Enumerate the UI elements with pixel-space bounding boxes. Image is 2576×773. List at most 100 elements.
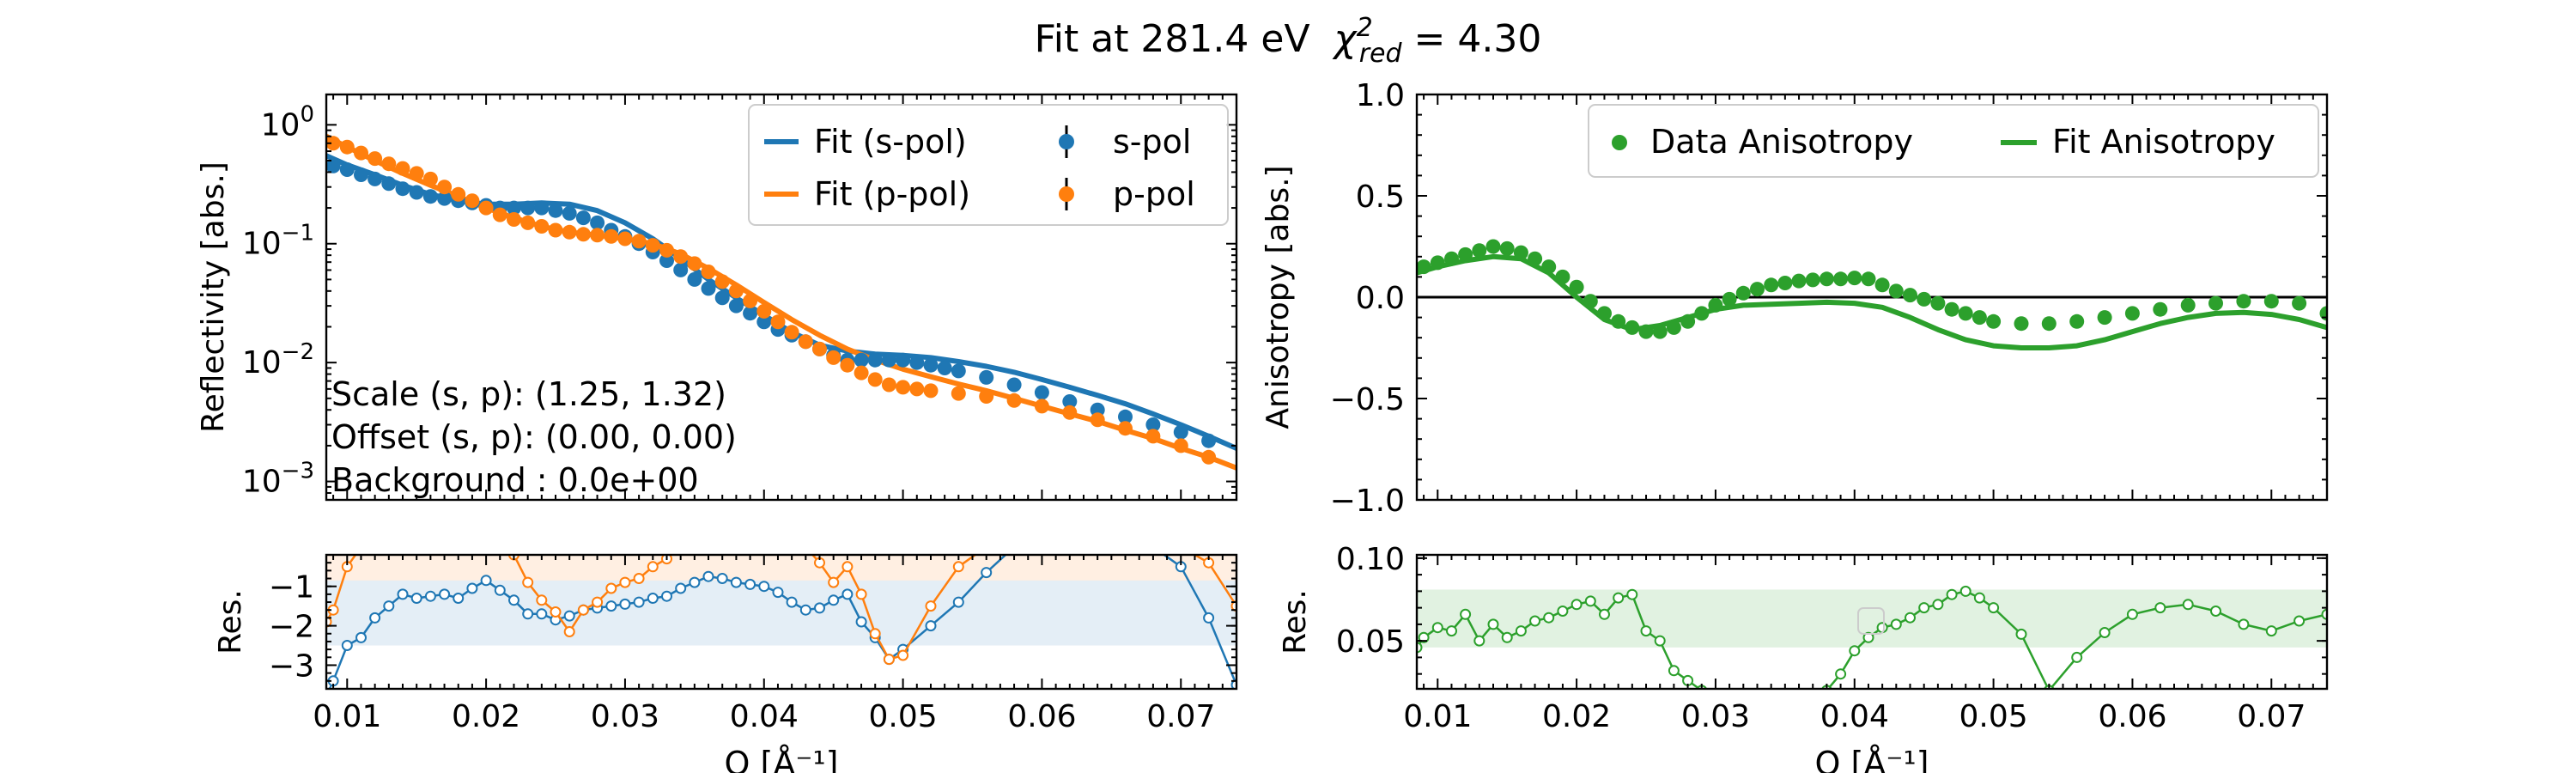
s-pol-residual-point	[1230, 679, 1236, 689]
data-anisotropy-point	[1444, 251, 1459, 266]
s-pol-point	[909, 355, 925, 370]
data-anisotropy-point	[1986, 313, 2002, 329]
p-pol-residual-point	[412, 542, 422, 551]
s-pol-point	[562, 205, 577, 221]
p-pol-residual-point	[482, 542, 491, 551]
p-pol-point	[631, 234, 647, 249]
y-tick-label: −0.5	[1330, 382, 1405, 417]
p-pol-point	[854, 365, 869, 380]
data-anisotropy-point	[1430, 255, 1445, 271]
p-pol-residual-point	[467, 542, 477, 551]
s-pol-point	[1062, 394, 1078, 409]
data-anisotropy-point	[1708, 297, 1723, 313]
p-pol-point	[896, 380, 911, 395]
p-pol-residual-point	[522, 576, 534, 588]
p-pol-point	[368, 151, 383, 167]
y-tick-label: −2	[269, 610, 314, 645]
data-anisotropy-point	[2014, 316, 2029, 332]
p-pol-point	[604, 228, 619, 244]
figure-title-value: = 4.30	[1402, 17, 1542, 61]
p-pol-point	[534, 219, 550, 234]
data-anisotropy-point	[1513, 245, 1528, 260]
y-tick-label: 0.05	[1336, 624, 1405, 660]
anisotropy-residual-point	[1529, 615, 1541, 627]
s-pol-point	[867, 352, 883, 368]
p-pol-point	[798, 334, 813, 350]
s-pol-point	[381, 176, 397, 192]
p-pol-point	[1173, 438, 1188, 453]
anisotropy-residual-point	[1460, 608, 1472, 620]
data-anisotropy-point	[1583, 294, 1598, 309]
x-axis-label: Q [Å⁻¹]	[1815, 745, 1929, 773]
p-pol-residual-point	[952, 561, 964, 573]
reflectivity-residual-plot: −1 −2−3 0.01 0.02 0.03 0.04 0.05 0.06 0.07 Res. Q …	[213, 542, 1238, 773]
anisotropy-residual-point	[2099, 627, 2111, 638]
p-pol-residual-point	[676, 542, 685, 551]
s-pol-residual-point	[494, 584, 506, 596]
data-anisotropy-point	[1569, 279, 1584, 295]
p-pol-residual-point	[787, 542, 797, 551]
data-anisotropy-point	[1750, 282, 1765, 297]
data-anisotropy-point	[1485, 239, 1501, 254]
y-tick-label: 0.0	[1356, 281, 1405, 316]
data-anisotropy-point	[1597, 306, 1612, 321]
y-tick-label: −1.0	[1330, 484, 1405, 519]
p-pol-residual-point	[398, 542, 408, 551]
p-pol-point	[339, 139, 355, 155]
legend-data-anisotropy-label: Data Anisotropy	[1650, 123, 1913, 161]
data-anisotropy-point	[1861, 271, 1876, 287]
x-tick-label: 0.05	[869, 699, 938, 734]
anisotropy-residual-point	[1473, 635, 1485, 647]
data-anisotropy-point	[1944, 301, 1959, 317]
p-pol-residual-point	[495, 542, 505, 551]
s-pol-residual-point	[772, 587, 784, 599]
axes-frame	[325, 553, 1238, 691]
anisotropy-residual-point	[1918, 602, 1930, 614]
data-anisotropy-point	[1638, 324, 1654, 339]
anisotropy-residual-point	[1613, 592, 1625, 604]
p-pol-point	[590, 228, 605, 243]
x-axis-label: Q [Å⁻¹]	[725, 745, 839, 773]
p-pol-point	[1201, 449, 1217, 465]
s-pol-point	[548, 203, 563, 218]
anisotropy-residual-point	[1599, 608, 1610, 620]
s-pol-point	[701, 281, 716, 296]
x-tick-label: 0.07	[2237, 699, 2306, 734]
s-pol-point	[575, 210, 591, 226]
s-pol-residual-point	[661, 590, 672, 602]
s-pol-residual-point	[453, 593, 465, 604]
s-pol-residual-point	[925, 620, 937, 632]
p-pol-point	[1006, 393, 1022, 408]
y-tick-label: 1.0	[1356, 78, 1405, 113]
p-pol-residual-point	[855, 588, 867, 600]
p-pol-point	[422, 171, 438, 186]
s-pol-residual-point	[1010, 542, 1019, 551]
p-pol-point	[1090, 412, 1105, 428]
p-pol-residual-point	[536, 594, 548, 606]
s-pol-point	[395, 181, 410, 197]
s-pol-point	[881, 352, 896, 368]
data-anisotropy-point	[1917, 291, 1932, 307]
data-anisotropy-point	[1819, 271, 1834, 287]
anisotropy-residual-point	[1487, 618, 1499, 630]
data-anisotropy-point	[1625, 320, 1640, 335]
p-pol-residual-point	[384, 542, 393, 551]
s-pol-residual-point	[369, 612, 381, 624]
s-pol-point	[1201, 433, 1217, 448]
anisotropy-residual-point	[2321, 608, 2327, 620]
anisotropy-residual-point	[1654, 635, 1666, 647]
anisotropy-residual-point	[1417, 642, 1423, 654]
anisotropy-residual-point	[1543, 612, 1555, 624]
data-anisotropy-point	[1903, 288, 1917, 303]
s-pol-point	[714, 290, 730, 306]
s-pol-point	[409, 185, 424, 200]
data-anisotropy-point	[2041, 316, 2057, 332]
p-pol-point	[770, 314, 786, 330]
data-anisotropy-point	[1805, 272, 1820, 288]
fit-annotation: Scale (s, p): (1.25, 1.32)	[331, 375, 726, 413]
s-pol-residual-point	[828, 594, 840, 606]
p-pol-residual-point	[841, 561, 854, 573]
s-pol-point	[422, 189, 438, 204]
p-pol-residual-point	[981, 542, 991, 551]
p-pol-residual-point	[704, 542, 714, 551]
